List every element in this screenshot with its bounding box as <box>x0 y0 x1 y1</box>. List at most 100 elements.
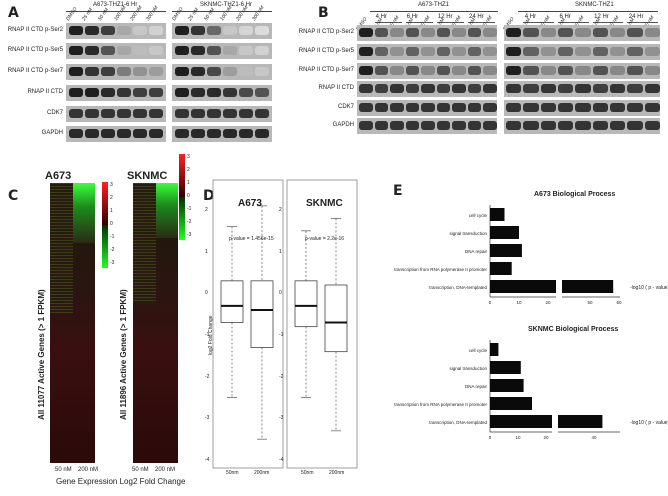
panel-a-band <box>255 88 269 97</box>
panel-a-band <box>239 67 253 76</box>
panel-b-blot-strip <box>357 81 497 97</box>
panel-a-band <box>133 88 147 97</box>
panel-b-band <box>421 103 435 112</box>
panel-c-title-sknmc: SKNMC <box>127 170 168 182</box>
color-scale-tick: 0 <box>110 221 113 227</box>
panel-b-band <box>575 84 591 93</box>
panel-b-band <box>390 66 404 75</box>
panel-a-band <box>149 67 163 76</box>
panel-a-band <box>149 109 163 118</box>
panel-e-bar <box>490 361 521 374</box>
panel-b-band <box>609 28 626 37</box>
panel-e-bar <box>490 280 614 293</box>
panel-a-band-row <box>68 46 164 55</box>
panel-d-boxplots <box>212 179 358 469</box>
panel-e-xtick: 60 <box>616 300 622 305</box>
panel-d-ytick: 0 <box>205 290 208 297</box>
panel-a-group-2: SKNMC-THZ1-6 Hr <box>200 2 252 8</box>
panel-d-ytick: -4 <box>205 457 210 463</box>
panel-b-band <box>359 47 373 56</box>
panel-a-band <box>255 109 269 118</box>
panel-a-band <box>69 26 83 35</box>
panel-e-category-label: transcription, DNA-templated <box>429 420 487 425</box>
panel-d-x-sknmc-200: 200nm <box>329 470 345 476</box>
panel-a-band-row <box>174 67 270 76</box>
panel-b-band <box>421 84 435 93</box>
panel-a-band <box>207 109 221 118</box>
panel-e-xtick: 50 <box>587 300 593 305</box>
panel-a-band <box>175 46 189 55</box>
panel-a-lane-label: 25 nM <box>81 7 94 23</box>
panel-a-band <box>191 26 205 35</box>
panel-a-lane-label: 50 nM <box>97 7 110 23</box>
panel-e-category-label: DNA repair <box>465 249 488 254</box>
color-scale-tick: 3 <box>187 154 190 160</box>
panel-a-band <box>223 129 237 138</box>
boxplot-box <box>220 280 244 323</box>
panel-b-band <box>575 28 591 37</box>
panel-b-band <box>390 84 404 93</box>
panel-a-band <box>149 88 163 97</box>
panel-a-blot-strip <box>66 64 166 80</box>
panel-b-band <box>483 103 497 112</box>
heatmap-sknmc <box>133 183 178 463</box>
panel-b-row-label: RNAP II CTD p-Ser5 <box>298 48 354 54</box>
panel-e-xlabel: -log10 ( p - value) <box>630 285 668 291</box>
panel-a-band <box>69 129 83 138</box>
panel-e-chart-1-title: A673 Biological Process <box>534 191 616 198</box>
panel-a-band <box>85 26 99 35</box>
panel-b-band <box>405 28 420 37</box>
panel-b-band <box>627 103 643 112</box>
panel-b-band <box>557 47 574 56</box>
panel-b-blot-strip <box>357 100 497 116</box>
panel-a-band <box>207 26 221 35</box>
panel-a-band <box>255 46 269 55</box>
panel-b-time-line <box>592 22 624 23</box>
color-scale-tick: 1 <box>110 208 113 214</box>
panel-e-axis-break <box>552 412 558 436</box>
panel-b-band <box>644 84 660 93</box>
boxplot-box <box>324 284 348 353</box>
panel-d-ytick: -2 <box>205 373 210 380</box>
panel-a-band <box>117 67 131 76</box>
panel-b-band <box>575 103 591 112</box>
panel-b-band <box>523 28 539 37</box>
panel-a-blot-strip <box>66 43 166 59</box>
panel-b-time-label: 24 Hr <box>628 14 644 20</box>
panel-c-ylabel-a673: All 11077 Active Genes (> 1 FPKM) <box>37 289 46 420</box>
panel-d-ytick: -3 <box>279 415 284 422</box>
panel-a-lane-label: 25 nM <box>187 7 200 23</box>
panel-b-band <box>359 28 373 37</box>
panel-b-band <box>483 28 497 37</box>
panel-b-band <box>390 121 404 130</box>
panel-b-band <box>506 84 522 93</box>
panel-a-band <box>239 129 253 138</box>
panel-b-band <box>405 121 420 130</box>
panel-a-band <box>191 46 205 55</box>
panel-a-blot-strip <box>172 126 272 142</box>
panel-b-band <box>467 103 482 112</box>
panel-a-band <box>85 88 99 97</box>
panel-a-blot-strip <box>66 85 166 101</box>
panel-b-band-row <box>505 47 661 56</box>
panel-b-band <box>557 121 574 130</box>
panel-a-band <box>85 67 99 76</box>
panel-a-band <box>191 129 205 138</box>
panel-b-time-line <box>405 22 433 23</box>
color-scale-tick: 3 <box>110 182 113 188</box>
panel-e-bar <box>490 379 524 392</box>
panel-b-band <box>627 121 643 130</box>
panel-b-band <box>405 84 420 93</box>
panel-a-band <box>239 88 253 97</box>
panel-b-group-2-line <box>518 11 658 12</box>
panel-b-time-label: 4 Hr <box>524 14 537 20</box>
panel-c-x-a673-200: 200 nM <box>78 467 99 473</box>
panel-b-band <box>644 47 660 56</box>
panel-b-band <box>483 47 497 56</box>
panel-b-blot-strip <box>357 25 497 41</box>
panel-b-blot-strip <box>504 25 660 41</box>
panel-a-group-1-line <box>66 11 166 12</box>
panel-b-band <box>374 121 389 130</box>
panel-a-band <box>223 67 237 76</box>
panel-a-band-row <box>68 26 164 35</box>
